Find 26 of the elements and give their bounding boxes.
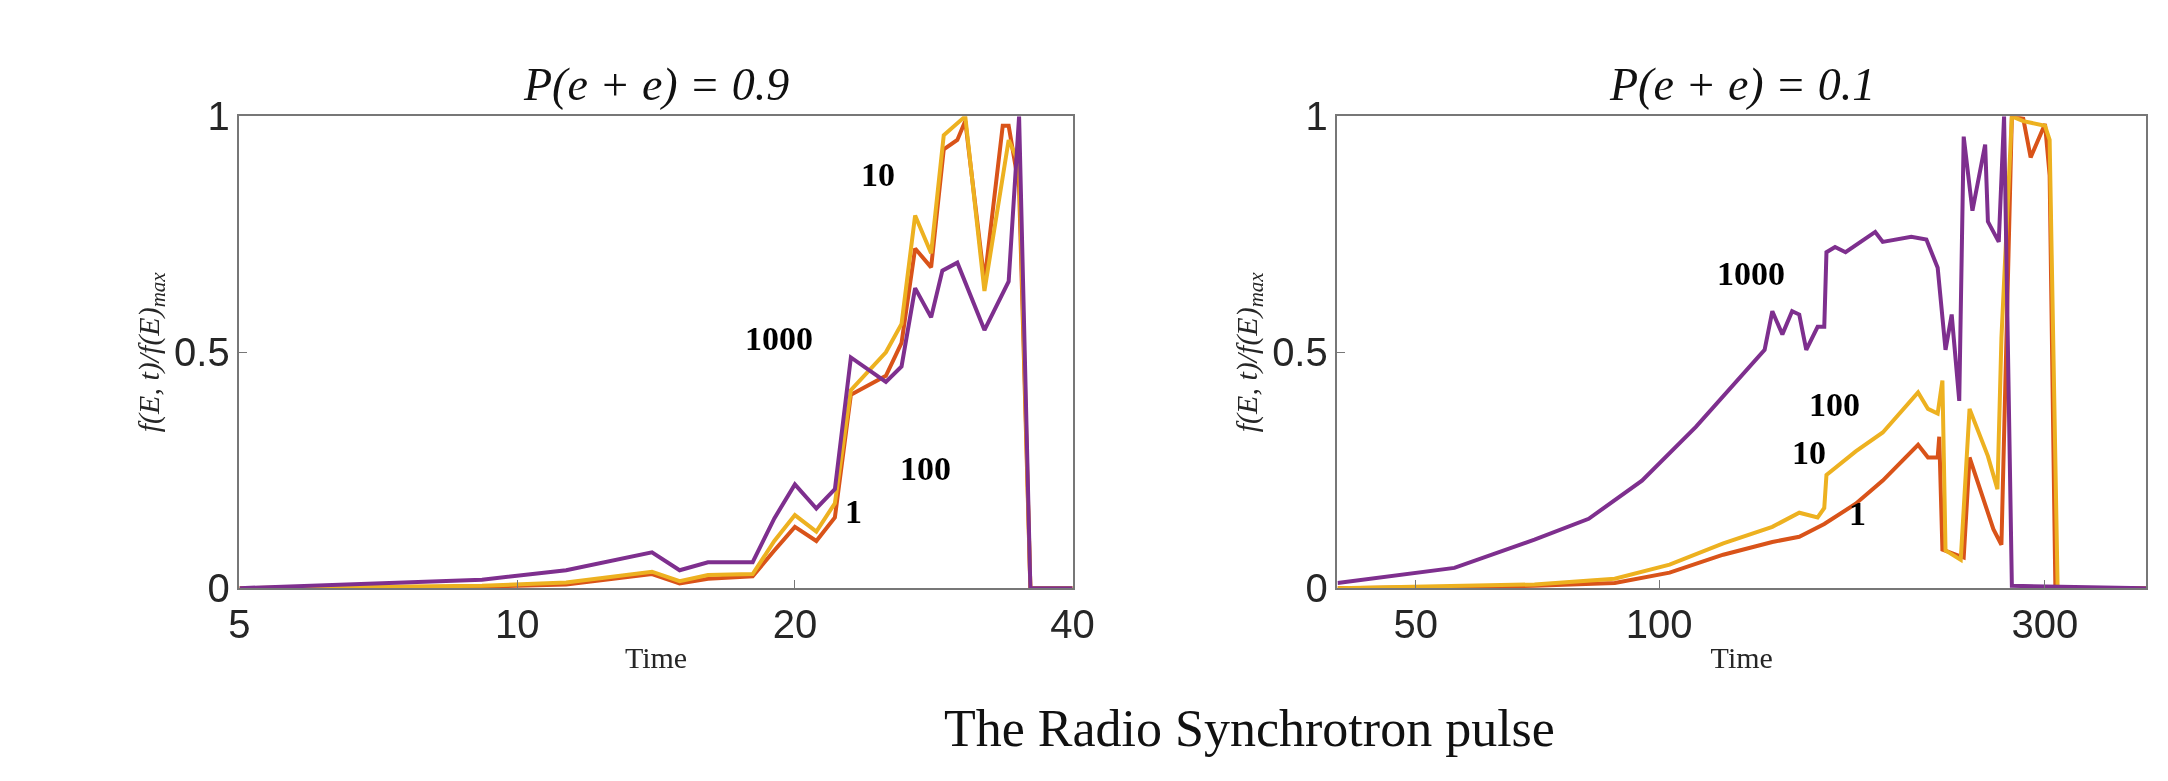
chart-title: P(e + e) = 0.9 [523, 59, 790, 110]
x-tick-label: 10 [494, 601, 540, 646]
y-tick-label: 0.5 [1272, 330, 1328, 375]
x-tick-label: 40 [1050, 601, 1095, 646]
text: The Radio Synchrotron pulse [944, 700, 1555, 757]
x-tick-label: 50 [1393, 601, 1439, 646]
annotation: 100 [1809, 386, 1860, 423]
annotation: 10 [861, 156, 895, 193]
y-tick-label: 1 [207, 94, 230, 139]
annotation: 1 [845, 493, 862, 530]
annotation: 1 [1849, 495, 1866, 532]
x-tick-label: 100 [1625, 601, 1693, 646]
y-tick-label: 0 [1305, 566, 1328, 611]
x-tick-label: 20 [772, 601, 818, 646]
x-axis-title: Time [1710, 640, 1773, 674]
annotation: 1000 [745, 320, 813, 357]
y-tick-label: 1 [1305, 94, 1328, 139]
x-axis-title: Time [624, 640, 688, 674]
annotation: 1000 [1717, 255, 1785, 292]
annotation: 100 [900, 450, 951, 487]
annotation: 10 [1792, 434, 1826, 471]
x-tick-label: 300 [2011, 601, 2079, 646]
y-tick-label: 0 [207, 566, 230, 611]
chart-title: P(e + e) = 0.1 [1609, 59, 1876, 110]
y-tick-label: 0.5 [174, 330, 230, 375]
x-tick-label: 5 [228, 601, 251, 646]
